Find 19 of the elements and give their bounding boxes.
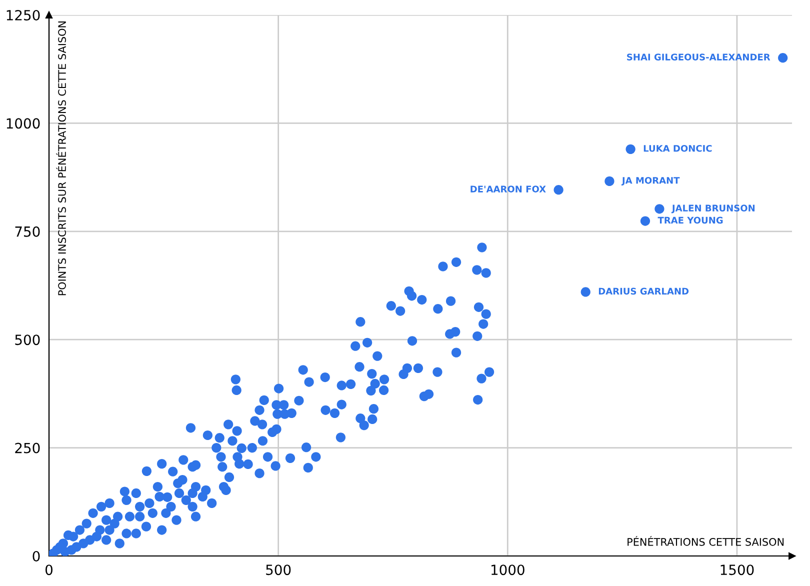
x-tick-label: 1500 [720,564,754,576]
y-axis-title: POINTS INSCRITS SUR PÉNÉTRATIONS CETTE SAISON [56,21,66,296]
y-tick-label: 0 [32,550,40,562]
y-tick-label: 250 [15,442,40,454]
annotation: DE'AARON FOX [470,186,546,192]
annotation: DARIUS GARLAND [598,288,689,295]
y-tick-label: 1250 [6,10,40,20]
annotation: SHAI GILGEOUS-ALEXANDER [627,54,770,60]
y-tick-label: 750 [15,226,40,237]
y-tick-label: 500 [15,334,40,346]
x-axis-title: PÉNÉTRATIONS CETTE SAISON [628,536,784,546]
y-tick-label: 1000 [6,118,40,129]
x-tick-label: 0 [45,564,52,576]
annotation: LUKA DONCIC [644,144,712,152]
x-tick-label: 500 [266,564,291,576]
annotation: JA MORANT [621,176,680,186]
annotation: TRAE YOUNG [658,216,723,224]
x-tick-label: 1000 [491,564,524,576]
annotation: JALEN BRUNSON [671,204,755,214]
